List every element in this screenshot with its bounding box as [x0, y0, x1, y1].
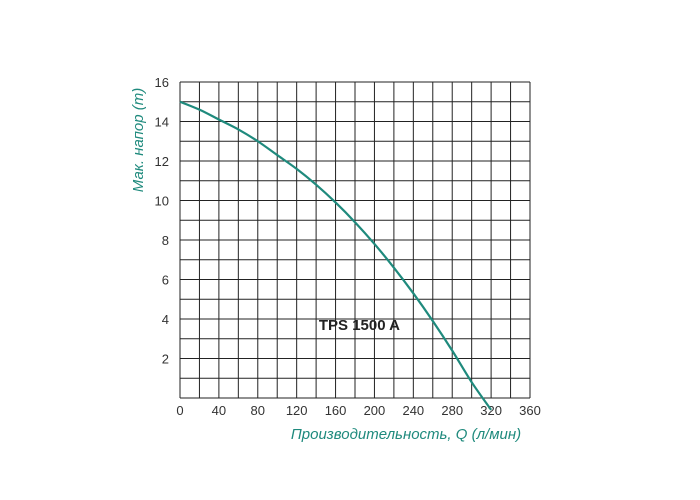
tick-labels: 0 40 80 120 160 200 240 280 320 360 2 4 6 8 10 12 14 16 [155, 75, 541, 418]
y-tick-label: 6 [162, 273, 169, 288]
x-tick-label: 120 [286, 403, 308, 418]
series-line [179, 100, 493, 411]
x-axis-title: Производительность, Q (л/мин) [291, 426, 521, 443]
x-tick-label: 360 [519, 403, 541, 418]
y-tick-label: 10 [155, 194, 169, 209]
x-tick-label: 240 [402, 403, 424, 418]
x-tick-label: 40 [212, 403, 226, 418]
x-tick-label: 280 [441, 403, 463, 418]
y-tick-label: 16 [155, 75, 169, 90]
y-tick-label: 8 [162, 233, 169, 248]
y-axis-title: Мак. напор (m) [130, 88, 147, 192]
x-tick-label: 320 [480, 403, 502, 418]
x-tick-label: 160 [325, 403, 347, 418]
y-tick-label: 2 [162, 352, 169, 367]
y-tick-label: 12 [155, 154, 169, 169]
grid [179, 81, 531, 399]
series-layer [179, 100, 493, 411]
model-annotation: TPS 1500 A [319, 317, 400, 334]
x-tick-label: 200 [364, 403, 386, 418]
x-tick-label: 80 [251, 403, 265, 418]
y-tick-label: 4 [162, 312, 169, 327]
y-tick-label: 14 [155, 115, 169, 130]
x-tick-label: 0 [176, 403, 183, 418]
